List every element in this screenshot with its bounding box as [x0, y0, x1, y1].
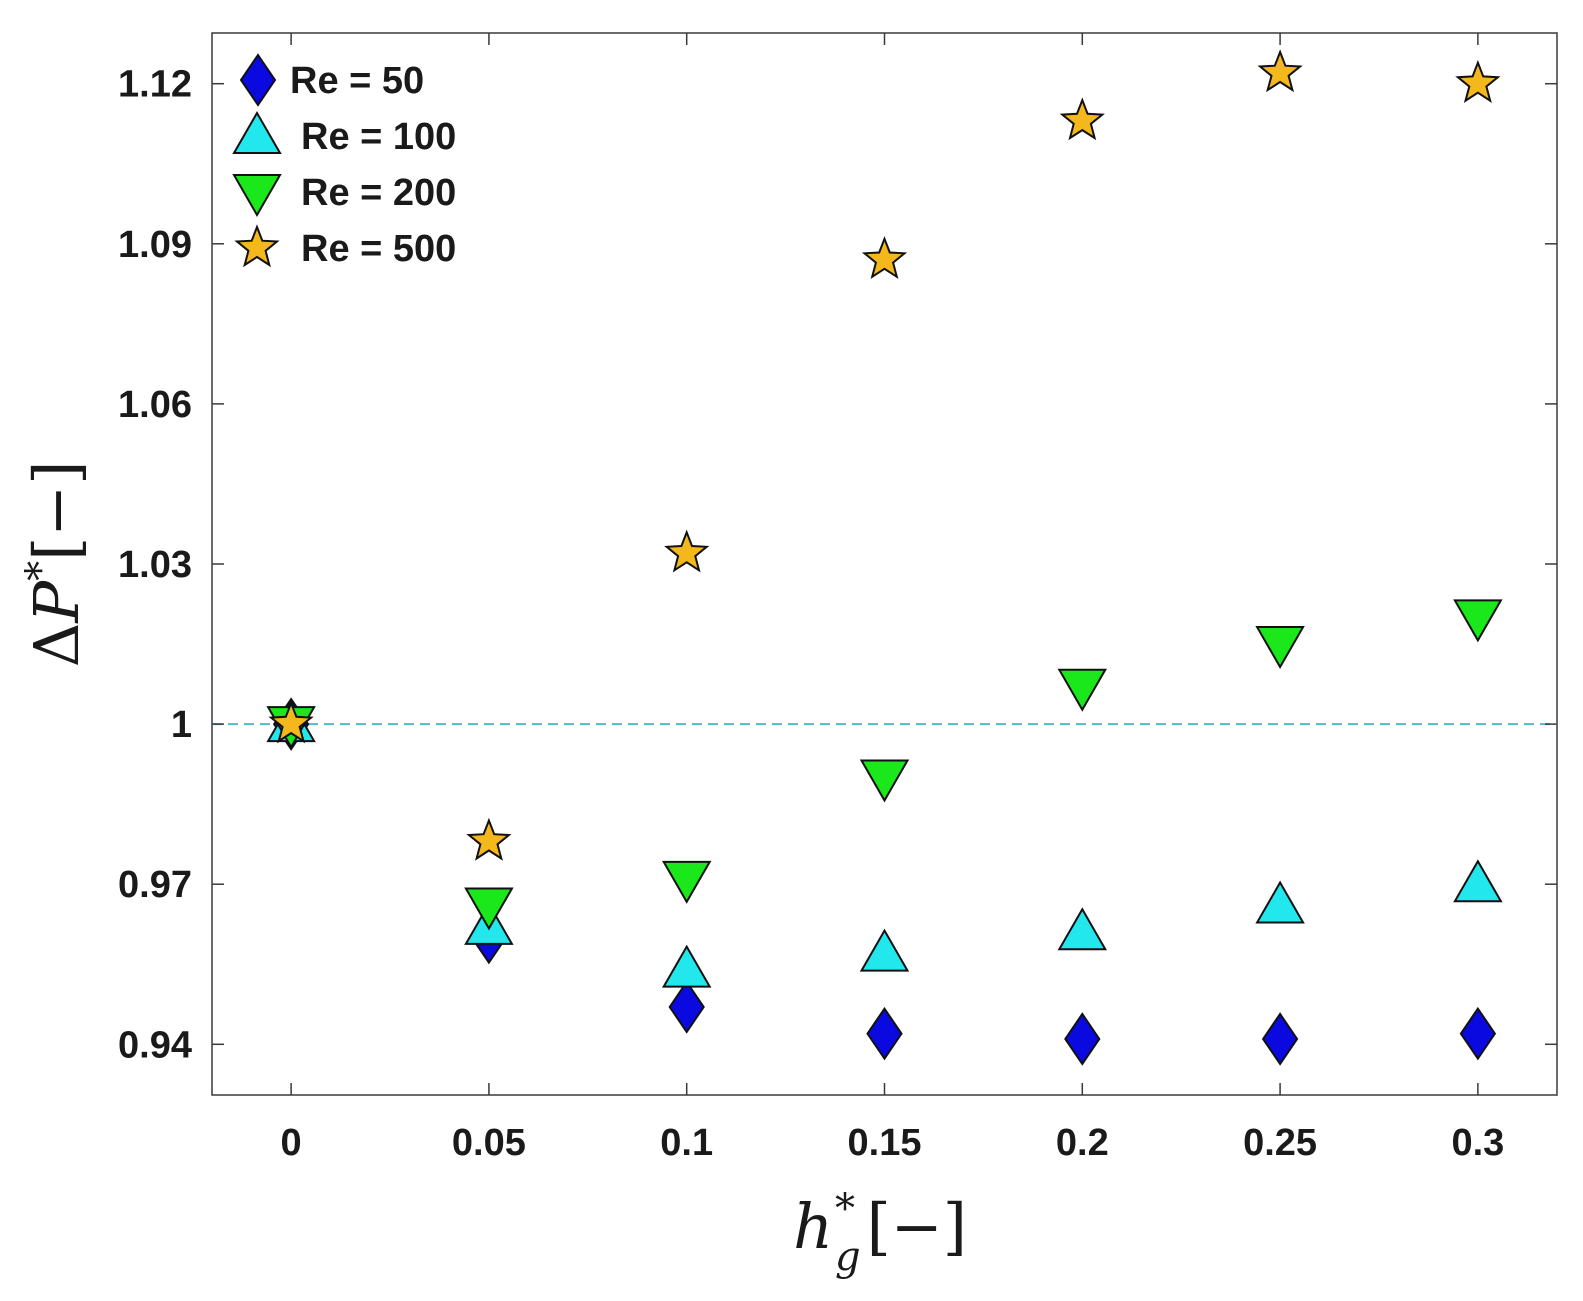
y-axis-title: ΔP*[−]	[18, 461, 93, 668]
y-tick-label: 0.94	[118, 1024, 192, 1066]
point-series-2	[859, 928, 910, 972]
point-series-1	[866, 1006, 903, 1061]
point-series-3	[661, 860, 712, 904]
legend-marker-3	[232, 174, 282, 218]
x-axis-title-base: h	[793, 1190, 833, 1263]
plot-area	[211, 32, 1558, 1096]
point-series-2	[661, 944, 712, 988]
x-axis-title-sub: g	[835, 1234, 861, 1280]
point-series-4	[466, 817, 512, 861]
point-series-2	[1453, 859, 1503, 903]
x-axis-title-unit: [−]	[867, 1190, 967, 1263]
x-tick-label: 0.25	[1243, 1122, 1317, 1164]
y-tick-label: 1.12	[118, 64, 192, 106]
legend-label-2: Re = 100	[301, 116, 456, 158]
legend-marker-4	[234, 224, 280, 268]
point-series-3	[1057, 668, 1108, 712]
point-series-4	[1257, 49, 1303, 93]
point-series-3	[1453, 599, 1503, 643]
point-series-4	[664, 529, 710, 573]
point-series-4	[861, 236, 908, 280]
x-tick-label: 0.2	[1056, 1122, 1109, 1164]
point-series-4	[1059, 97, 1105, 141]
y-tick-label: 1.06	[118, 384, 192, 426]
y-axis-title-base: P	[20, 580, 93, 624]
y-axis-title-unit: [−]	[20, 461, 93, 561]
legend-marker-1	[239, 53, 277, 107]
y-tick-label: 1.03	[118, 544, 192, 586]
y-axis-title-sup: *	[18, 561, 64, 581]
x-tick-label: 0.3	[1451, 1122, 1504, 1164]
x-tick-label: 0.1	[660, 1122, 713, 1164]
point-series-4	[1455, 59, 1501, 103]
y-tick-label: 1	[171, 704, 192, 746]
point-series-2	[1057, 907, 1108, 951]
y-tick-label: 0.97	[118, 864, 192, 906]
x-tick-label: 0.05	[452, 1122, 526, 1164]
x-axis-title: h* g[−]	[793, 1186, 967, 1280]
marks-layer	[266, 49, 1503, 1066]
y-tick-label: 1.09	[118, 224, 192, 266]
point-series-1	[668, 980, 705, 1034]
legend-label-1: Re = 50	[290, 60, 424, 102]
legend: Re = 50 Re = 100 Re = 200 Re = 500	[232, 53, 456, 270]
legend-label-3: Re = 200	[301, 172, 456, 214]
point-series-1	[1459, 1006, 1497, 1061]
point-series-3	[464, 887, 514, 931]
point-series-3	[1255, 626, 1305, 670]
x-tick-label: 0	[281, 1122, 302, 1164]
point-series-4	[268, 700, 314, 744]
point-series-2	[1255, 880, 1305, 924]
ticks-layer: 0 0.05 0.1 0.15 0.2 0.25 0.3 0.94 0.97 1 1.03 1.06 1…	[118, 33, 1557, 1164]
y-axis-title-prefix: Δ	[20, 623, 93, 668]
point-series-1	[1261, 1012, 1299, 1066]
point-series-1	[1064, 1012, 1101, 1066]
legend-marker-2	[232, 110, 282, 154]
point-series-3	[859, 759, 910, 803]
legend-label-4: Re = 500	[301, 228, 456, 270]
x-axis-title-sup: *	[835, 1186, 855, 1232]
x-tick-label: 0.15	[848, 1122, 922, 1164]
